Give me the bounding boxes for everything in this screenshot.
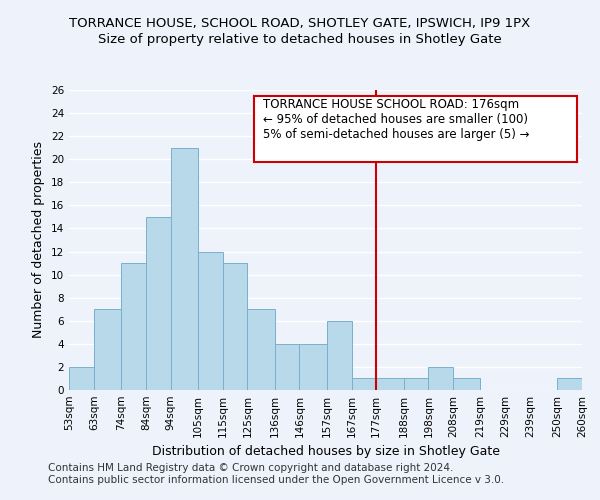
Bar xyxy=(247,309,275,390)
Bar xyxy=(404,378,428,390)
Text: Size of property relative to detached houses in Shotley Gate: Size of property relative to detached ho… xyxy=(98,32,502,46)
Bar xyxy=(170,148,198,390)
X-axis label: Distribution of detached houses by size in Shotley Gate: Distribution of detached houses by size … xyxy=(151,446,499,458)
Bar xyxy=(146,217,170,390)
Bar xyxy=(223,263,247,390)
Bar xyxy=(94,309,121,390)
Bar xyxy=(327,321,352,390)
Bar xyxy=(376,378,404,390)
Bar xyxy=(557,378,582,390)
Bar xyxy=(121,263,146,390)
Bar xyxy=(275,344,299,390)
Bar xyxy=(69,367,94,390)
Text: Contains HM Land Registry data © Crown copyright and database right 2024.
Contai: Contains HM Land Registry data © Crown c… xyxy=(48,464,504,485)
Bar xyxy=(352,378,376,390)
Bar xyxy=(198,252,223,390)
Bar xyxy=(428,367,453,390)
Y-axis label: Number of detached properties: Number of detached properties xyxy=(32,142,46,338)
Bar xyxy=(453,378,481,390)
Text: TORRANCE HOUSE, SCHOOL ROAD, SHOTLEY GATE, IPSWICH, IP9 1PX: TORRANCE HOUSE, SCHOOL ROAD, SHOTLEY GAT… xyxy=(70,18,530,30)
Bar xyxy=(299,344,327,390)
